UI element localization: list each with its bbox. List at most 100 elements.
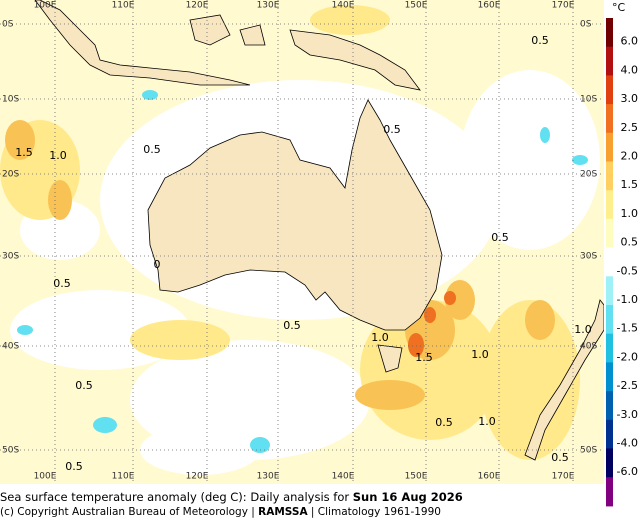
latitude-label: 40S — [580, 342, 597, 352]
colorbar-tick-label: 1.0 — [621, 207, 639, 220]
colorbar: °C 6.0 4.0 3.0 2.5 2.0 1.5 1.0 0.5 -0.5 -1.0 -1.5 -2… — [606, 1, 639, 507]
caption-system: RAMSSA — [258, 506, 308, 518]
longitude-label: 140E — [332, 472, 355, 482]
colorbar-tick-label: -6.0 — [617, 465, 638, 478]
colorbar-tick-label: -0.5 — [617, 264, 638, 277]
graticule — [0, 0, 604, 484]
caption-date: Sun 16 Aug 2026 — [353, 490, 463, 504]
longitude-label: 160E — [478, 472, 501, 482]
indonesia — [34, 0, 251, 86]
contour-label: 0.5 — [531, 34, 549, 47]
longitude-label: 150E — [405, 472, 428, 482]
colorbar-tick-label: -2.0 — [617, 350, 638, 363]
latitude-label: 30S — [580, 252, 597, 262]
longitude-label: 100E — [34, 1, 57, 11]
longitude-label: 120E — [186, 472, 209, 482]
latitude-label: 30S — [2, 252, 19, 262]
colorbar-tick-label: -4.0 — [617, 437, 638, 450]
colorbar-tick-label: 2.5 — [621, 121, 639, 134]
caption-line-1: Sea surface temperature anomaly (deg C):… — [0, 490, 463, 504]
colorbar-tick-label: 6.0 — [621, 35, 639, 48]
colorbar-tick-label: 3.0 — [621, 92, 639, 105]
caption-climatology: | Climatology 1961-1990 — [308, 506, 441, 518]
colorbar-band — [606, 448, 613, 478]
latitude-label: 10S — [2, 95, 19, 105]
contour-label: 0.5 — [435, 416, 453, 429]
colorbar-band — [606, 362, 613, 392]
land — [34, 0, 604, 461]
colorbar-band — [606, 161, 613, 191]
colorbar-band — [606, 75, 613, 105]
longitude-label: 100E — [34, 472, 57, 482]
colorbar-band — [606, 305, 613, 335]
longitude-label: 150E — [405, 1, 428, 11]
australia — [147, 99, 443, 331]
longitude-label: 130E — [257, 472, 280, 482]
islands — [189, 14, 266, 46]
tasmania — [377, 344, 403, 373]
colorbar-band — [606, 276, 613, 306]
latitude-label: 0S — [2, 20, 14, 30]
contour-label: 1.5 — [15, 146, 33, 159]
contour-label: 0.5 — [75, 379, 93, 392]
contour-label: 0.5 — [383, 123, 401, 136]
contour-label: 1.0 — [49, 149, 67, 162]
contour-label: 0.5 — [53, 277, 71, 290]
latitude-label: 50S — [580, 446, 597, 456]
latitude-label: 10S — [580, 95, 597, 105]
colorbar-band — [606, 333, 613, 363]
longitude-label: 130E — [257, 1, 280, 11]
contour-label: 1.0 — [371, 331, 389, 344]
latitude-label: 50S — [2, 446, 19, 456]
latitude-label: 40S — [2, 342, 19, 352]
colorbar-unit: °C — [612, 1, 626, 14]
longitude-label: 120E — [186, 1, 209, 11]
colorbar-band — [606, 132, 613, 162]
new-guinea — [289, 29, 421, 91]
colorbar-band — [606, 477, 613, 507]
contour-label: 0.5 — [283, 319, 301, 332]
contour-label: 1.0 — [574, 323, 592, 336]
colorbar-tick-label: -1.0 — [617, 293, 638, 306]
colorbar-band — [606, 46, 613, 76]
longitude-label: 170E — [552, 1, 575, 11]
longitude-label: 110E — [112, 472, 135, 482]
colorbar-band — [606, 190, 613, 220]
contour-label: 0.5 — [65, 460, 83, 473]
longitude-label: 140E — [332, 1, 355, 11]
contour-label: 0.5 — [551, 451, 569, 464]
latitude-label: 20S — [2, 170, 19, 180]
longitude-label: 160E — [478, 1, 501, 11]
cool-patches — [17, 90, 588, 453]
colorbar-band — [606, 104, 613, 134]
contour-label: 0.5 — [143, 143, 161, 156]
colorbar-band — [606, 419, 613, 449]
colorbar-tick-label: 1.5 — [621, 178, 639, 191]
colorbar-tick-label: 4.0 — [621, 63, 639, 76]
contour-label: 1.0 — [471, 348, 489, 361]
map-area — [0, 0, 604, 484]
caption-title: Sea surface temperature anomaly (deg C):… — [0, 490, 353, 504]
contour-label: 0 — [154, 258, 161, 271]
colorbar-band — [606, 218, 613, 249]
colorbar-band — [606, 18, 613, 48]
longitude-label: 110E — [112, 1, 135, 11]
latitude-label: 20S — [580, 170, 597, 180]
caption-copyright: (c) Copyright Australian Bureau of Meteo… — [0, 506, 258, 518]
colorbar-tick-label: 0.5 — [621, 236, 639, 249]
longitude-label: 170E — [552, 472, 575, 482]
colorbar-tick-label: -1.5 — [617, 322, 638, 335]
colorbar-tick-label: 2.0 — [621, 150, 639, 163]
latitude-label: 0S — [580, 20, 592, 30]
colorbar-band — [606, 247, 613, 277]
caption-line-2: (c) Copyright Australian Bureau of Meteo… — [0, 506, 441, 518]
colorbar-tick-label: -3.0 — [617, 408, 638, 421]
colorbar-band — [606, 391, 613, 421]
colorbar-tick-label: -2.5 — [617, 379, 638, 392]
contour-label: 1.5 — [415, 351, 433, 364]
new-zealand — [524, 299, 604, 461]
contour-label: 1.0 — [478, 415, 496, 428]
contour-label: 0.5 — [491, 231, 509, 244]
